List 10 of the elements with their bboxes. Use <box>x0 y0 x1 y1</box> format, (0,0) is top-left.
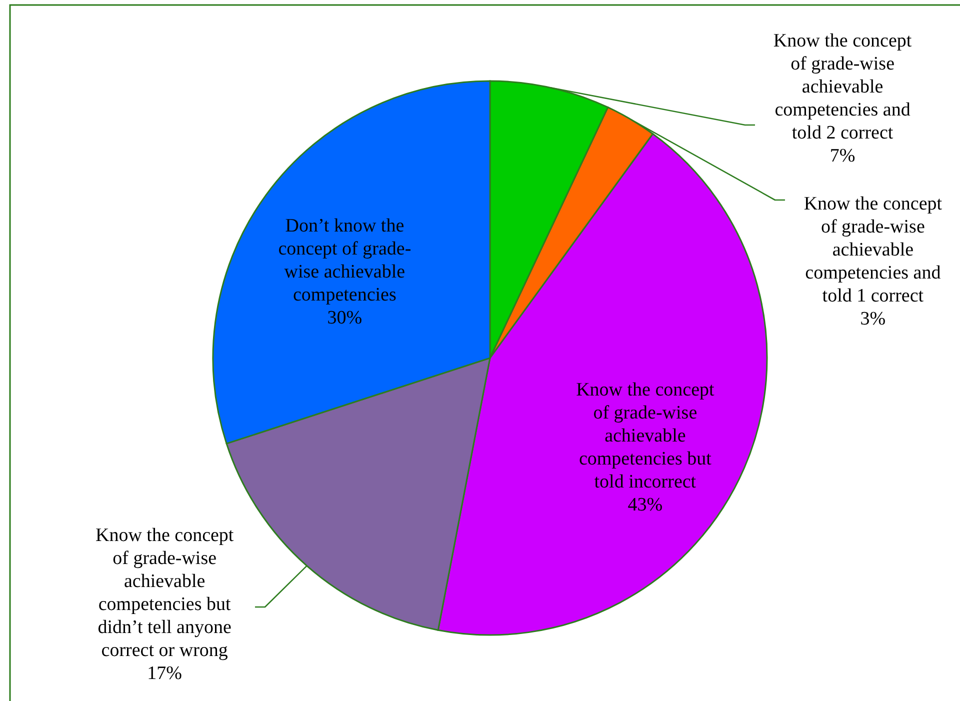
slice-label: Know the concept of grade-wise achievable competencies but didn’t tell anyone correct or wrong <box>95 525 234 662</box>
data-label: 7% <box>830 146 856 167</box>
slice-label: Know the concept of grade-wise achievable competencies and told 1 correct <box>804 194 943 307</box>
slice-label: Know the concept of grade-wise achievable competencies but told incorrect <box>576 380 716 493</box>
data-label: 17% <box>147 663 182 684</box>
data-label: 43% <box>628 494 663 516</box>
data-label: 3% <box>860 308 886 330</box>
slice-label: Don’t know the concept of grade-wise achievable competencies <box>278 216 412 306</box>
slice-label: Know the concept of grade-wise achievable competencies and told 2 correct <box>773 30 912 144</box>
data-label: 30% <box>327 308 362 329</box>
